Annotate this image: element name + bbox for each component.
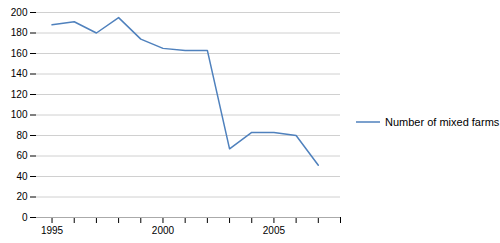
svg-text:200: 200: [11, 7, 28, 18]
svg-text:120: 120: [11, 89, 28, 100]
svg-text:140: 140: [11, 68, 28, 79]
svg-text:40: 40: [16, 171, 28, 182]
svg-text:1995: 1995: [41, 225, 64, 236]
html-text:Number of mixed farms: Number of mixed farms: [385, 115, 500, 128]
svg-text:20: 20: [16, 191, 28, 202]
svg-text:60: 60: [16, 150, 28, 161]
svg-text:100: 100: [11, 109, 28, 120]
svg-text:2005: 2005: [263, 225, 286, 236]
svg-text:80: 80: [16, 130, 28, 141]
svg-text:160: 160: [11, 48, 28, 59]
svg-text:180: 180: [11, 27, 28, 38]
svg-text:2000: 2000: [152, 225, 175, 236]
svg-text:0: 0: [22, 212, 28, 223]
